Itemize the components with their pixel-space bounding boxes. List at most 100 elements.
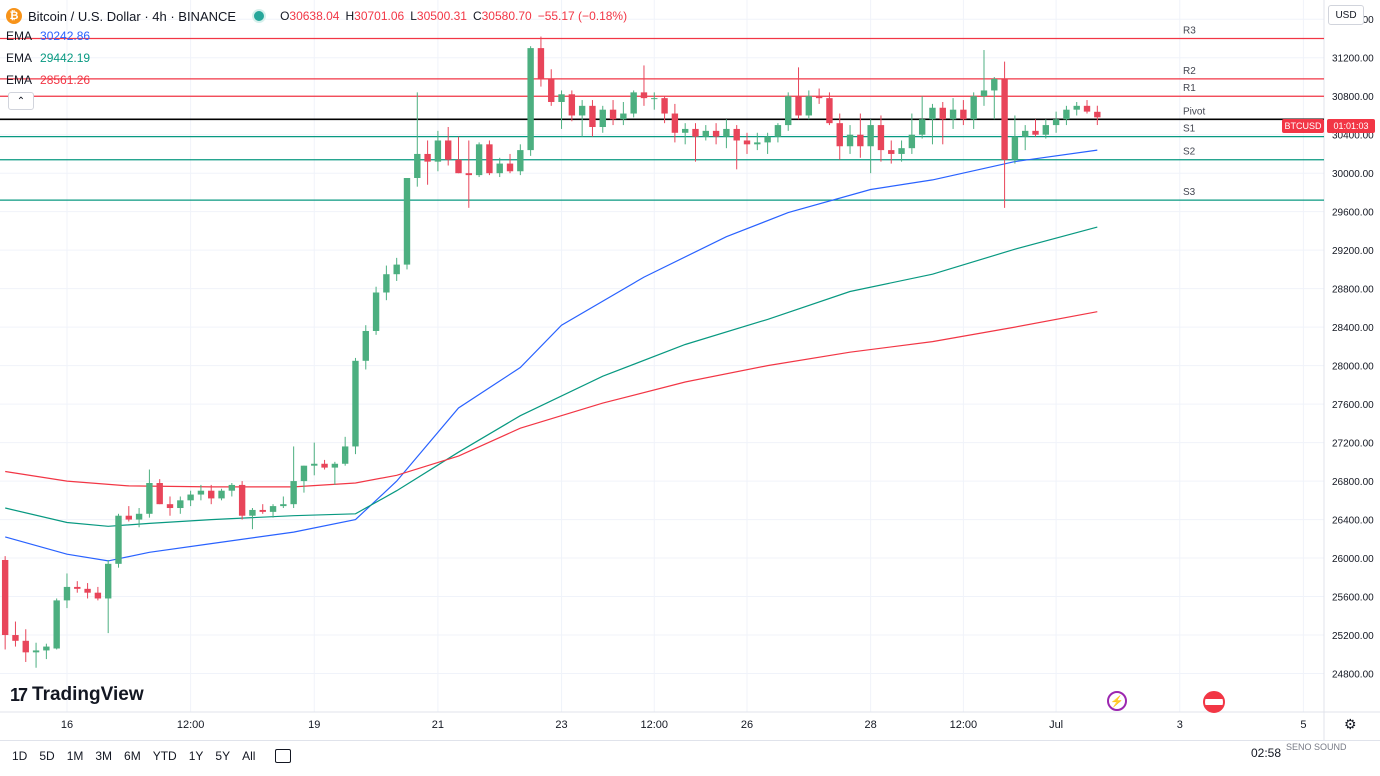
timeframe-5y[interactable]: 5Y xyxy=(215,749,231,763)
candle-body xyxy=(115,515,122,564)
candle-body xyxy=(548,78,555,102)
candle-body xyxy=(53,600,60,649)
chart-canvas[interactable]: 24800.00 25200.00 25600.00 26000.00 26400.00… xyxy=(0,0,1380,740)
candle-body xyxy=(1083,105,1091,112)
candle-body xyxy=(259,509,266,512)
clock[interactable]: 02:58 xyxy=(1251,746,1282,760)
candle-body xyxy=(939,107,946,120)
candle-body xyxy=(795,96,802,116)
collapse-legend-button[interactable]: ⌃ xyxy=(8,92,34,110)
candle-body xyxy=(578,105,586,116)
ohlc-key: L xyxy=(410,9,417,23)
y-tick-label: 27600.00 xyxy=(1332,400,1374,411)
candle-body xyxy=(733,128,740,141)
candle-body xyxy=(352,360,359,447)
y-tick-label: 30400.00 xyxy=(1332,131,1374,142)
candle-body xyxy=(465,173,473,176)
ohlc-item: C30580.70 xyxy=(473,9,532,23)
y-tick-label: 27200.00 xyxy=(1332,439,1374,450)
candle-body xyxy=(857,134,864,147)
candle-body xyxy=(949,109,957,120)
ohlc-value: 30701.06 xyxy=(354,9,405,23)
calendar-icon[interactable] xyxy=(275,749,292,763)
candle-body xyxy=(414,153,421,178)
timeframe-ytd[interactable]: YTD xyxy=(152,749,177,763)
y-tick-label: 28400.00 xyxy=(1332,323,1374,334)
candle-body xyxy=(764,136,771,143)
timeframe-3m[interactable]: 3M xyxy=(95,749,113,763)
y-tick-label: 31200.00 xyxy=(1332,54,1374,65)
timeframe-1d[interactable]: 1D xyxy=(12,749,28,763)
y-tick-label: 30800.00 xyxy=(1332,92,1374,103)
candle-body xyxy=(228,484,236,491)
candle-body xyxy=(1052,119,1060,126)
candle-body xyxy=(280,504,287,507)
candle-body xyxy=(445,140,452,160)
x-tick-label: 12:00 xyxy=(641,719,669,731)
countdown-tag: 01:01:03 xyxy=(1327,119,1375,133)
ema-line-1 xyxy=(5,149,1098,562)
ohlc-value: −55.17 (−0.18%) xyxy=(537,9,628,23)
chevron-up-icon: ⌃ xyxy=(16,95,26,107)
timeframe-6m[interactable]: 6M xyxy=(124,749,141,763)
ema-legend-3[interactable]: EMA 28561.26 xyxy=(6,73,90,87)
candle-body xyxy=(1073,105,1080,110)
pivot-label-s2: S2 xyxy=(1183,147,1196,158)
candle-body xyxy=(743,140,751,145)
y-tick-label: 26400.00 xyxy=(1332,516,1374,527)
candle-body xyxy=(434,140,442,162)
x-tick-label: 3 xyxy=(1177,719,1183,731)
candle-body xyxy=(393,264,400,275)
candle-body xyxy=(104,563,112,599)
pivot-label-pivot: Pivot xyxy=(1183,106,1205,117)
candle-body xyxy=(754,142,761,145)
y-tick-label: 29600.00 xyxy=(1332,208,1374,219)
candle-body xyxy=(156,483,163,505)
ema-value: 30242.86 xyxy=(40,29,91,43)
candle-body xyxy=(836,123,843,147)
logo-text: TradingView xyxy=(32,684,144,705)
timeframe-all[interactable]: All xyxy=(242,749,256,763)
candle-body xyxy=(506,163,514,172)
ema-legend-1[interactable]: EMA 30242.86 xyxy=(6,29,90,43)
candle-body xyxy=(527,48,534,151)
candle-body xyxy=(74,586,81,589)
tradingview-mark-icon: 17 xyxy=(10,684,28,705)
ema-label: EMA xyxy=(6,73,33,87)
y-tick-label: 26800.00 xyxy=(1332,477,1374,488)
watermark: SENO SOUND xyxy=(1286,742,1347,752)
x-tick-label: 21 xyxy=(432,719,444,731)
x-tick-label: 23 xyxy=(555,719,567,731)
candle-body xyxy=(1063,109,1070,120)
candle-body xyxy=(22,640,29,653)
timeframe-5d[interactable]: 5D xyxy=(39,749,55,763)
candle-body xyxy=(208,490,215,499)
candle-body xyxy=(671,113,679,133)
candle-body xyxy=(630,92,637,114)
tradingview-logo[interactable]: 17 TradingView xyxy=(10,684,144,706)
symbol-title[interactable]: Bitcoin / U.S. Dollar · 4h · BINANCE xyxy=(28,8,237,24)
currency-selector[interactable]: USD xyxy=(1328,5,1364,25)
settings-gear-icon[interactable]: ⚙ xyxy=(1344,716,1357,732)
candle-body xyxy=(774,125,782,137)
candle-body xyxy=(918,119,926,135)
candle-body xyxy=(1042,125,1049,135)
candle-body xyxy=(372,292,380,331)
x-tick-label: Jul xyxy=(1049,719,1063,731)
symbol-price-tag: BTCUSD xyxy=(1282,119,1324,133)
ohlc-key: C xyxy=(472,9,482,23)
candle-body xyxy=(486,144,493,174)
us-flag-event-icon[interactable] xyxy=(1203,691,1225,713)
candle-body xyxy=(269,506,277,512)
ema-legend-2[interactable]: EMA 29442.19 xyxy=(6,51,90,65)
lightning-event-icon[interactable]: ⚡ xyxy=(1107,691,1127,711)
timeframe-1y[interactable]: 1Y xyxy=(188,749,204,763)
candle-body xyxy=(661,98,668,114)
ohlc-key: H xyxy=(345,9,355,23)
ohlc-values: O30638.04 H30701.06 L30500.31 C30580.70 −55.… xyxy=(280,9,627,23)
candle-body xyxy=(94,592,102,599)
y-tick-label: 25600.00 xyxy=(1332,593,1374,604)
ema-line-3 xyxy=(5,311,1098,488)
timeframe-1m[interactable]: 1M xyxy=(66,749,84,763)
ohlc-item: −55.17 (−0.18%) xyxy=(538,9,627,23)
